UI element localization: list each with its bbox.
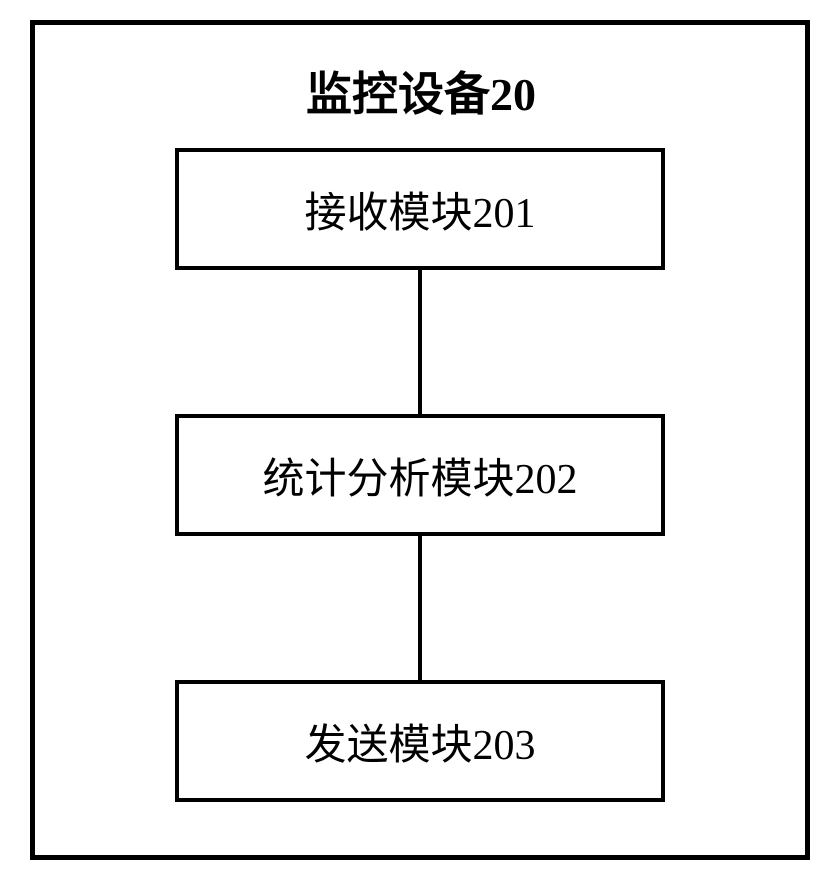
- module-203-label: 发送模块203: [304, 711, 535, 772]
- module-201: 接收模块201: [175, 148, 665, 270]
- conn-201-202: [418, 270, 422, 414]
- conn-202-203: [418, 536, 422, 680]
- module-202: 统计分析模块202: [175, 414, 665, 536]
- module-203: 发送模块203: [175, 680, 665, 802]
- module-201-label: 接收模块201: [304, 179, 535, 240]
- module-202-label: 统计分析模块202: [262, 445, 577, 506]
- diagram-title: 监控设备20: [266, 58, 576, 124]
